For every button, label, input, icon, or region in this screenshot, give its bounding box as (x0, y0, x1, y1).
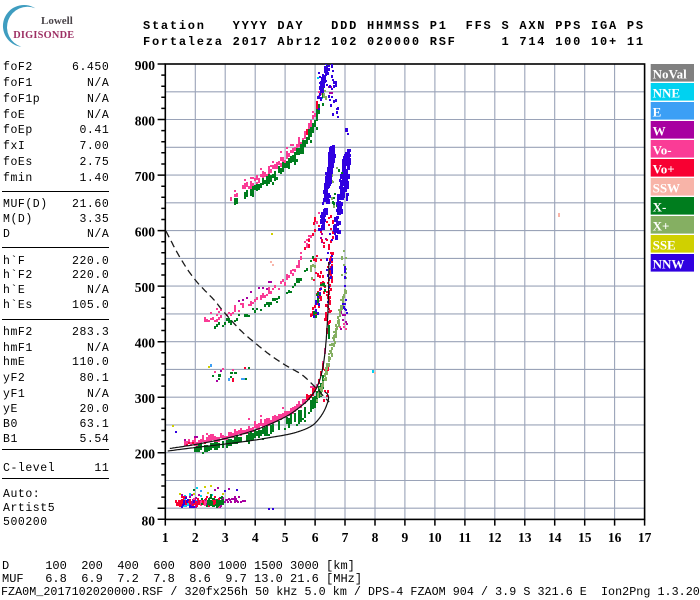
svg-text:14: 14 (548, 530, 562, 545)
svg-text:SSE: SSE (653, 237, 676, 252)
svg-text:Lowell: Lowell (41, 15, 73, 27)
svg-text:700: 700 (135, 169, 156, 184)
svg-text:8: 8 (372, 530, 379, 545)
svg-text:6: 6 (312, 530, 319, 545)
svg-text:SSW: SSW (653, 180, 680, 195)
svg-text:4: 4 (252, 530, 259, 545)
svg-text:900: 900 (135, 58, 156, 73)
svg-text:9: 9 (402, 530, 409, 545)
svg-text:13: 13 (518, 530, 532, 545)
svg-text:NNE: NNE (653, 85, 680, 100)
svg-text:15: 15 (578, 530, 592, 545)
svg-text:500: 500 (135, 280, 156, 295)
svg-text:DIGISONDE: DIGISONDE (13, 30, 74, 41)
svg-text:17: 17 (638, 530, 652, 545)
svg-text:3: 3 (222, 530, 229, 545)
svg-text:200: 200 (135, 447, 156, 462)
svg-text:NNW: NNW (653, 256, 685, 271)
svg-text:80: 80 (142, 513, 156, 528)
svg-text:1: 1 (162, 530, 169, 545)
svg-text:5: 5 (282, 530, 289, 545)
svg-text:Vo-: Vo- (653, 142, 672, 157)
svg-text:Vo+: Vo+ (653, 161, 675, 176)
svg-text:12: 12 (488, 530, 502, 545)
svg-text:800: 800 (135, 114, 156, 129)
svg-text:X-: X- (653, 199, 667, 214)
svg-text:10: 10 (428, 530, 442, 545)
svg-text:2: 2 (192, 530, 199, 545)
svg-text:400: 400 (135, 336, 156, 351)
svg-text:X+: X+ (653, 218, 670, 233)
svg-text:300: 300 (135, 391, 156, 406)
svg-text:W: W (653, 123, 666, 138)
svg-text:7: 7 (342, 530, 349, 545)
svg-text:600: 600 (135, 225, 156, 240)
svg-text:NoVal: NoVal (653, 66, 688, 81)
svg-text:11: 11 (459, 530, 472, 545)
svg-text:E: E (653, 104, 662, 119)
svg-text:16: 16 (608, 530, 622, 545)
